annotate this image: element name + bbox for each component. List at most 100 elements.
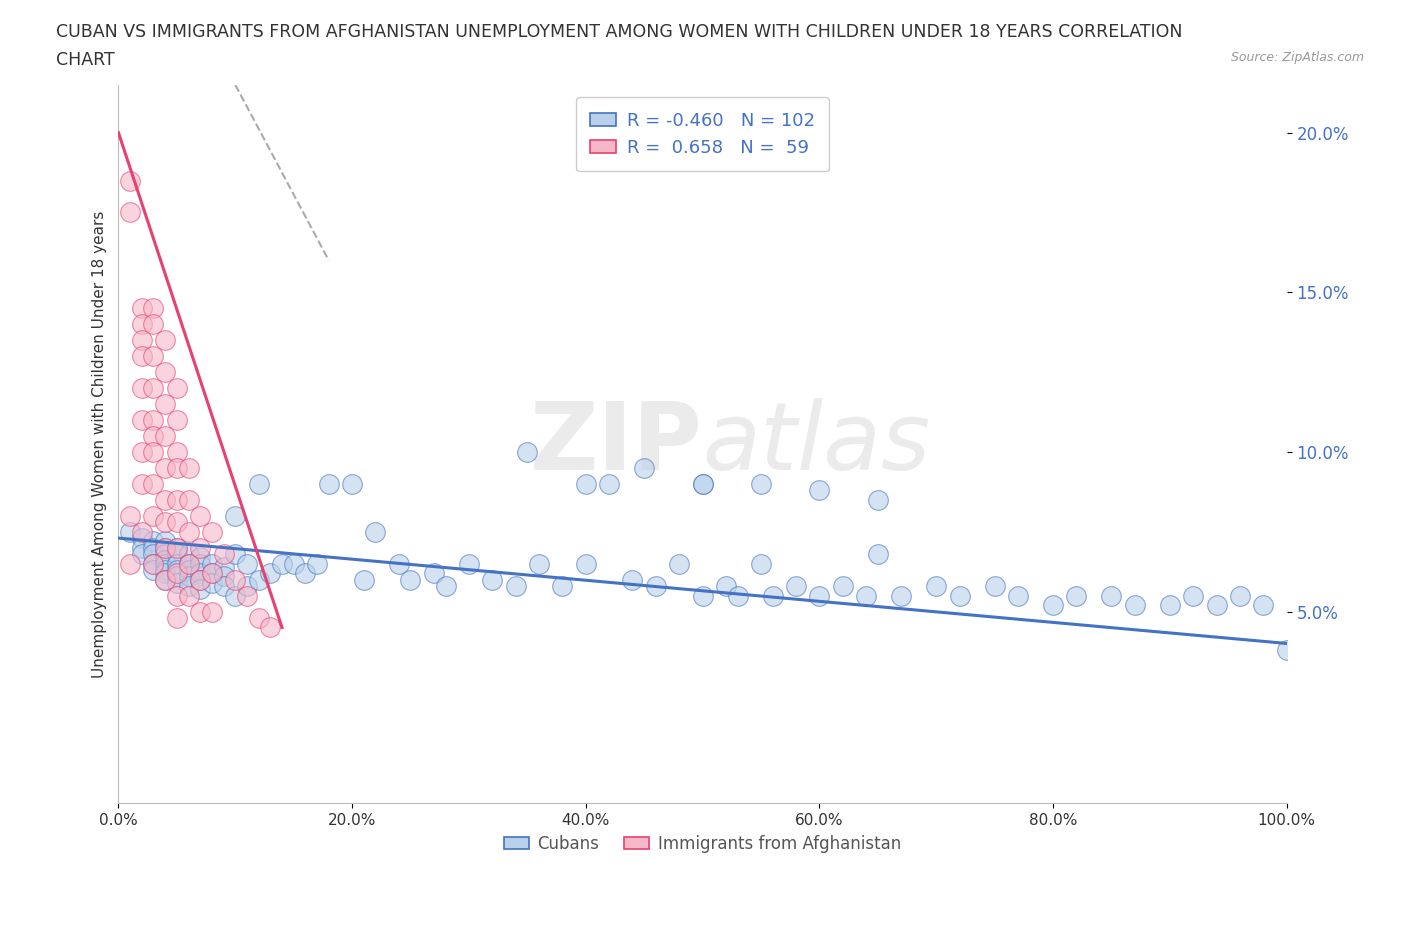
Point xyxy=(166,565,188,580)
Point xyxy=(236,556,259,571)
Point xyxy=(142,476,165,491)
Legend: Cubans, Immigrants from Afghanistan: Cubans, Immigrants from Afghanistan xyxy=(498,828,908,859)
Point xyxy=(142,547,165,562)
Point xyxy=(188,582,211,597)
Point xyxy=(1066,588,1088,603)
Point xyxy=(177,547,200,562)
Text: ZIP: ZIP xyxy=(530,398,703,490)
Point xyxy=(633,460,655,475)
Point xyxy=(668,556,690,571)
Point xyxy=(131,300,153,315)
Point xyxy=(925,578,948,593)
Point xyxy=(399,572,422,587)
Point xyxy=(188,604,211,619)
Point xyxy=(142,556,165,571)
Point xyxy=(247,610,270,625)
Point xyxy=(201,604,224,619)
Point xyxy=(166,380,188,395)
Point xyxy=(457,556,479,571)
Point xyxy=(153,396,176,411)
Point xyxy=(153,534,176,549)
Point xyxy=(131,531,153,546)
Point xyxy=(224,588,246,603)
Point xyxy=(153,333,176,348)
Y-axis label: Unemployment Among Women with Children Under 18 years: Unemployment Among Women with Children U… xyxy=(93,210,107,678)
Point xyxy=(212,559,235,574)
Point xyxy=(177,569,200,584)
Point xyxy=(1099,588,1122,603)
Point xyxy=(166,547,188,562)
Point xyxy=(224,547,246,562)
Point xyxy=(153,540,176,555)
Point xyxy=(166,492,188,507)
Point xyxy=(212,547,235,562)
Point xyxy=(142,556,165,571)
Point xyxy=(1042,598,1064,613)
Point xyxy=(142,534,165,549)
Point xyxy=(259,620,281,635)
Point xyxy=(177,525,200,539)
Point xyxy=(1275,643,1298,658)
Point xyxy=(166,588,188,603)
Point xyxy=(224,509,246,524)
Point xyxy=(201,525,224,539)
Point xyxy=(762,588,785,603)
Point xyxy=(785,578,807,593)
Point xyxy=(166,556,188,571)
Point xyxy=(177,556,200,571)
Point xyxy=(423,565,446,580)
Point xyxy=(120,556,142,571)
Point xyxy=(247,476,270,491)
Point xyxy=(294,565,316,580)
Point xyxy=(1159,598,1181,613)
Point xyxy=(340,476,363,491)
Point xyxy=(177,556,200,571)
Point xyxy=(212,578,235,593)
Point xyxy=(153,492,176,507)
Point xyxy=(153,460,176,475)
Point xyxy=(1007,588,1029,603)
Point xyxy=(142,380,165,395)
Point xyxy=(131,445,153,459)
Point xyxy=(153,429,176,444)
Point xyxy=(283,556,305,571)
Point xyxy=(153,563,176,578)
Point xyxy=(692,588,714,603)
Point xyxy=(388,556,411,571)
Point xyxy=(727,588,749,603)
Point xyxy=(551,578,574,593)
Point xyxy=(692,476,714,491)
Point xyxy=(247,572,270,587)
Point xyxy=(142,563,165,578)
Point xyxy=(142,317,165,332)
Point xyxy=(120,205,142,219)
Point xyxy=(621,572,644,587)
Point xyxy=(142,540,165,555)
Point xyxy=(1123,598,1146,613)
Point xyxy=(142,300,165,315)
Point xyxy=(866,547,889,562)
Point xyxy=(364,525,387,539)
Point xyxy=(177,492,200,507)
Point xyxy=(131,333,153,348)
Point xyxy=(644,578,666,593)
Point xyxy=(201,556,224,571)
Point xyxy=(120,173,142,188)
Point xyxy=(120,525,142,539)
Point xyxy=(318,476,340,491)
Point xyxy=(131,349,153,364)
Point xyxy=(188,540,211,555)
Point xyxy=(166,563,188,578)
Text: Source: ZipAtlas.com: Source: ZipAtlas.com xyxy=(1230,51,1364,64)
Point xyxy=(131,380,153,395)
Point xyxy=(516,445,538,459)
Point xyxy=(353,572,375,587)
Point xyxy=(120,509,142,524)
Point xyxy=(153,553,176,568)
Point xyxy=(177,460,200,475)
Point xyxy=(131,547,153,562)
Point xyxy=(153,547,176,562)
Point xyxy=(808,588,831,603)
Point xyxy=(131,476,153,491)
Point xyxy=(1229,588,1251,603)
